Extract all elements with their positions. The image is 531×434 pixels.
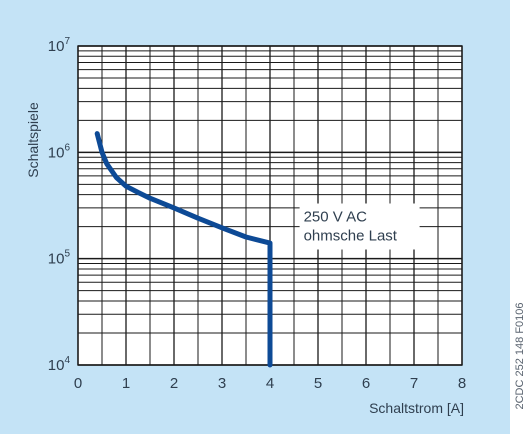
x-axis-label: Schaltstrom [A]: [369, 400, 464, 416]
x-tick-label: 4: [266, 375, 274, 392]
x-tick-label: 3: [218, 375, 226, 392]
x-tick-label: 5: [314, 375, 322, 392]
y-tick-label: 106: [48, 142, 71, 161]
x-tick-label: 6: [362, 375, 370, 392]
x-tick-labels: 0 1 2 3 4 5 6 7 8: [74, 375, 466, 392]
y-tick-label: 105: [48, 249, 71, 268]
series-line: [94, 131, 273, 368]
x-tick-label: 2: [170, 375, 178, 392]
annotation-line: ohmsche Last: [304, 227, 398, 244]
y-axis-label: Schaltspiele: [25, 102, 41, 178]
annotation-box: [299, 203, 420, 250]
y-tick-label: 104: [48, 355, 71, 374]
x-tick-label: 7: [410, 375, 418, 392]
x-tick-label: 8: [458, 375, 466, 392]
figure-code: 2CDC 252 148 F0106: [514, 302, 526, 409]
y-tick-label: 107: [48, 36, 71, 55]
x-tick-label: 1: [122, 375, 130, 392]
annotation: 250 V AC ohmsche Last: [299, 203, 420, 250]
annotation-line: 250 V AC: [304, 208, 368, 225]
y-tick-labels: 104 105 106 107: [48, 36, 71, 374]
x-tick-label: 0: [74, 375, 82, 392]
